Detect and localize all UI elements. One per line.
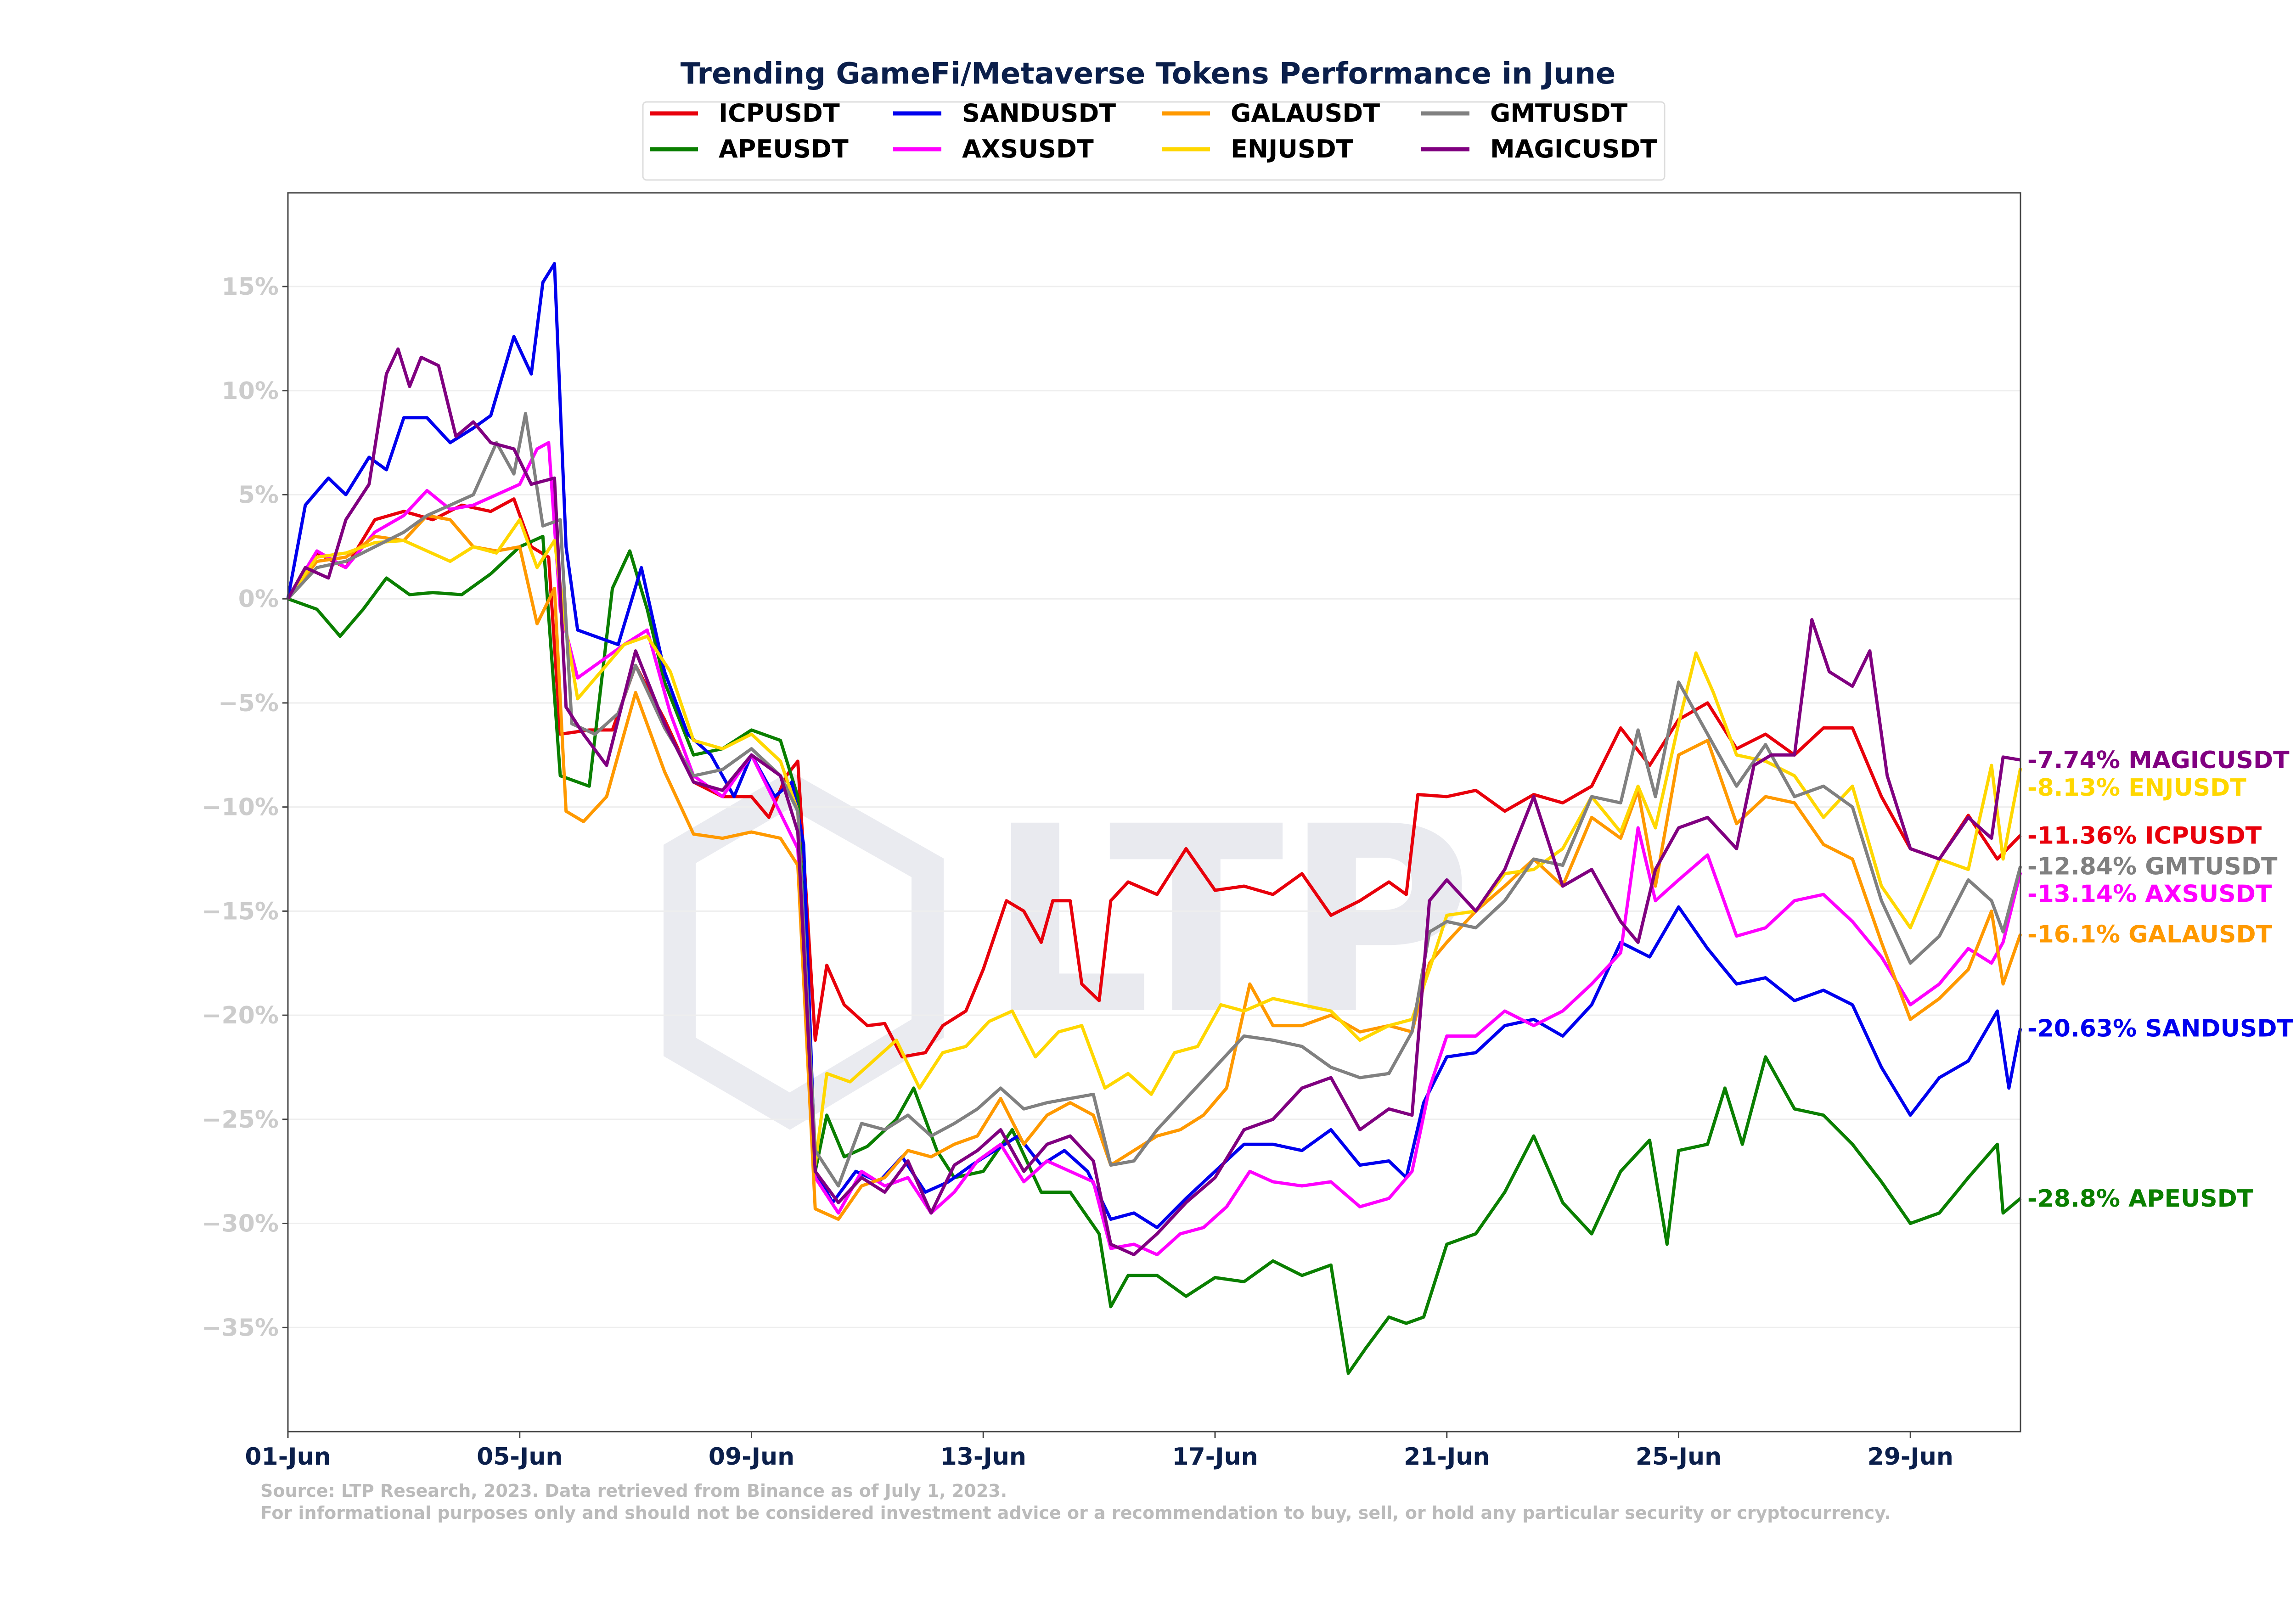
watermark-text: LTP <box>987 772 1473 1071</box>
x-tick-label: 29-Jun <box>1868 1443 1953 1471</box>
legend-label-sandusdt: SANDUSDT <box>962 99 1116 128</box>
y-tick-label: −15% <box>202 898 279 925</box>
x-tick-label: 05-Jun <box>477 1443 563 1471</box>
legend-label-axsusdt: AXSUSDT <box>962 135 1094 163</box>
end-label-galausdt: -16.1% GALAUSDT <box>2027 921 2273 948</box>
x-tick-label: 01-Jun <box>245 1443 331 1471</box>
y-tick-label: −20% <box>202 1002 279 1029</box>
x-axis: 01-Jun 05-Jun 09-Jun 13-Jun 17-Jun 21-Jun 25-J… <box>245 1432 1953 1471</box>
legend-label-enjusdt: ENJUSDT <box>1231 135 1353 163</box>
legend-label-apeusdt: APEUSDT <box>719 135 849 163</box>
series-line-magicusdt <box>286 347 2021 1257</box>
x-tick-label: 21-Jun <box>1404 1443 1490 1471</box>
y-tick-label: 15% <box>222 273 279 301</box>
legend-label-gmtusdt: GMTUSDT <box>1490 99 1627 128</box>
end-label-sandusdt: -20.63% SANDUSDT <box>2027 1015 2293 1043</box>
y-tick-label: −35% <box>202 1314 279 1342</box>
y-tick-label: 0% <box>238 585 279 613</box>
end-label-apeusdt: -28.8% APEUSDT <box>2027 1185 2254 1213</box>
series-line-apeusdt <box>287 534 2022 1375</box>
series-line-galausdt <box>287 514 2022 1221</box>
end-label-gmtusdt: -12.84% GMTUSDT <box>2027 853 2278 880</box>
end-label-enjusdt: -8.13% ENJUSDT <box>2027 774 2246 802</box>
chart-title: Trending GameFi/Metaverse Tokens Perform… <box>681 57 1616 91</box>
end-label-magicusdt: -7.74% MAGICUSDT <box>2027 747 2290 774</box>
y-axis: 15% 10% 5% 0% −5% −10% −15% −20% −25% −30% −35% <box>202 273 288 1342</box>
y-tick-label: −30% <box>202 1210 279 1238</box>
x-tick-label: 17-Jun <box>1172 1443 1258 1471</box>
legend-label-galausdt: GALAUSDT <box>1231 99 1380 128</box>
end-labels: -7.74% MAGICUSDT-8.13% ENJUSDT -11.36% IC… <box>2027 747 2293 1213</box>
y-tick-label: 5% <box>238 481 279 509</box>
x-tick-label: 13-Jun <box>940 1443 1026 1471</box>
plot-frame <box>287 192 2021 1433</box>
y-tick-label: 10% <box>222 377 279 405</box>
x-tick-label: 25-Jun <box>1636 1443 1722 1471</box>
end-label-axsusdt: -13.14% AXSUSDT <box>2027 880 2272 908</box>
legend-box <box>642 101 1666 181</box>
series-line-sandusdt <box>286 262 2022 1230</box>
end-label-icpusdt: -11.36% ICPUSDT <box>2027 822 2262 849</box>
y-tick-label: −25% <box>202 1106 279 1134</box>
footer-source: Source: LTP Research, 2023. Data retriev… <box>260 1481 1007 1501</box>
legend: ICPUSDT SANDUSDT GALAUSDT GMTUSDT APEUSDT AXS… <box>642 99 1666 181</box>
y-tick-label: −10% <box>202 794 279 821</box>
x-tick-label: 09-Jun <box>709 1443 794 1471</box>
grid <box>288 286 2020 1328</box>
footer-disclaimer: For informational purposes only and shou… <box>260 1503 1891 1523</box>
series-lines <box>286 262 2022 1375</box>
legend-label-magicusdt: MAGICUSDT <box>1490 135 1657 163</box>
legend-label-icpusdt: ICPUSDT <box>719 99 840 128</box>
y-tick-label: −5% <box>218 690 279 717</box>
